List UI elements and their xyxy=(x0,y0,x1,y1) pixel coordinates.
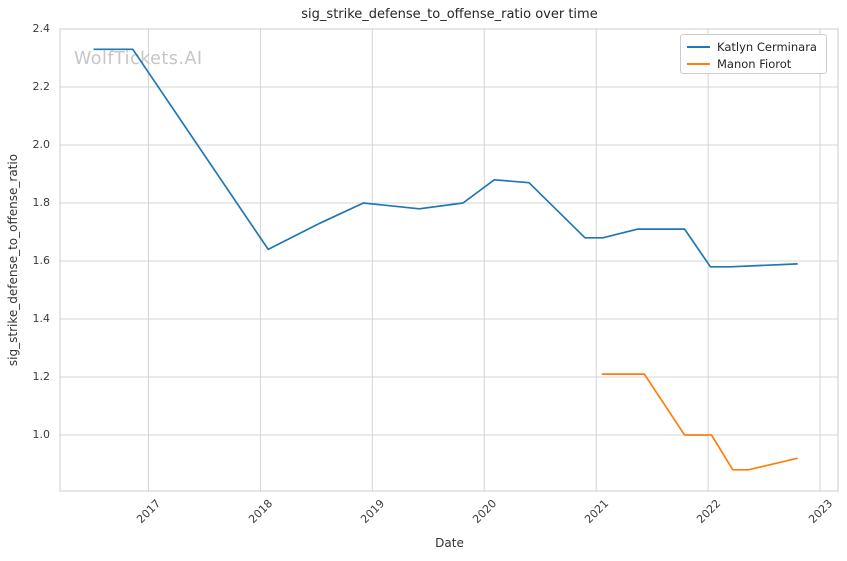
watermark: WolfTickets.AI xyxy=(74,49,203,69)
plot-border xyxy=(59,28,839,492)
line-swatch-icon xyxy=(687,46,710,48)
x-axis-label: Date xyxy=(435,536,464,550)
series-line-0 xyxy=(93,48,798,268)
legend: Katlyn Cerminara Manon Fiorot xyxy=(680,34,827,74)
y-tick-label: 2.4 xyxy=(32,22,51,35)
y-tick-label: 1.2 xyxy=(32,370,51,384)
y-tick-label: 1.4 xyxy=(32,312,51,326)
y-tick-label: 1.8 xyxy=(32,196,51,209)
chart-title: sig_strike_defense_to_offense_ratio over… xyxy=(301,7,598,22)
y-tick-label: 2.2 xyxy=(32,80,51,93)
legend-item: Manon Fiorot xyxy=(687,56,826,72)
legend-label: Katlyn Cerminara xyxy=(717,40,817,54)
y-tick-label: 2.0 xyxy=(32,138,51,151)
series-line-1 xyxy=(601,373,798,471)
y-tick-label: 1.6 xyxy=(32,254,51,267)
y-tick-label: 1.0 xyxy=(32,428,51,442)
line-swatch-icon xyxy=(687,63,710,65)
legend-label: Manon Fiorot xyxy=(717,57,792,71)
legend-item: Katlyn Cerminara xyxy=(687,39,826,55)
